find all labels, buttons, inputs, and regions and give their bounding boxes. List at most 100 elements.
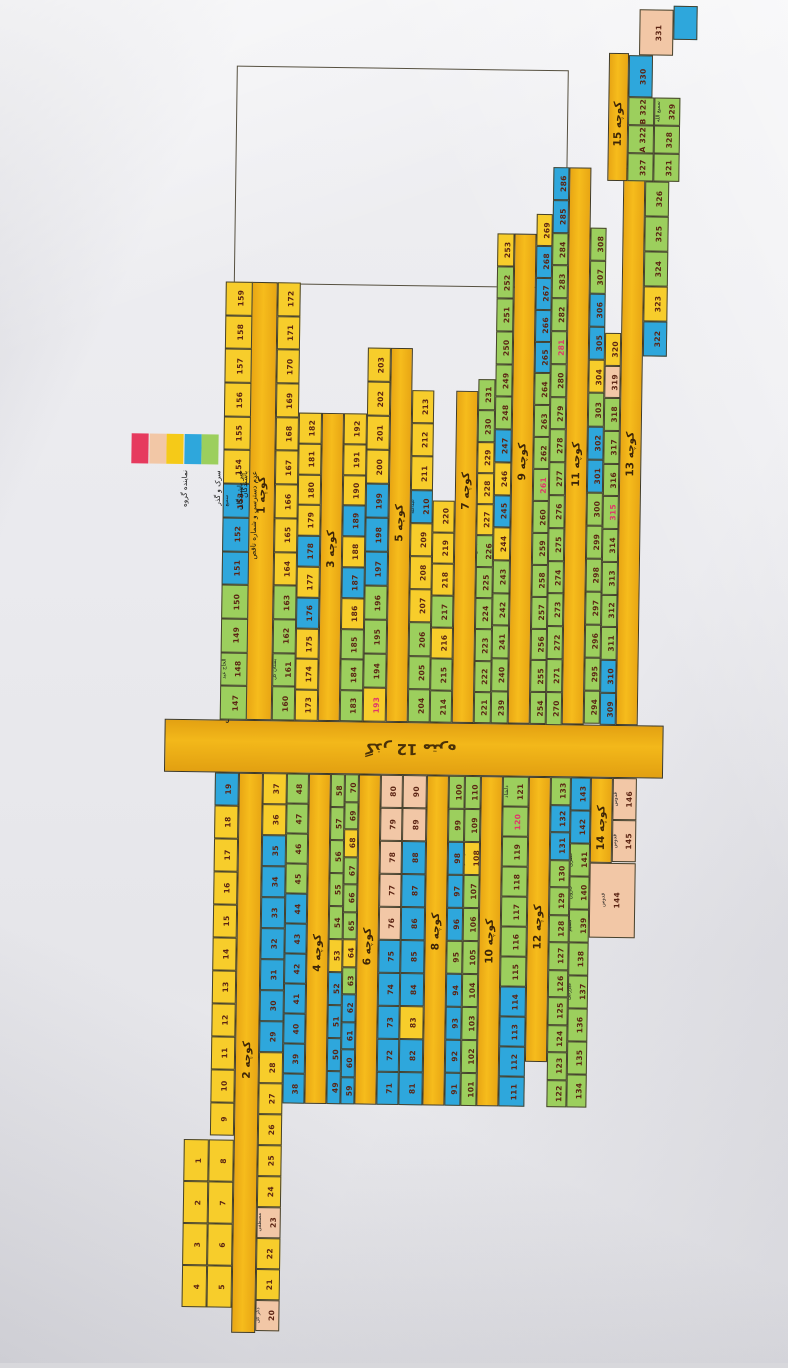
plot-cell-text: 199 bbox=[369, 492, 386, 509]
plot-cell: 134 bbox=[566, 1074, 587, 1108]
plot-cell-text: 101 bbox=[460, 1081, 476, 1098]
plot-cell-text: 93 bbox=[445, 1018, 461, 1029]
plot-cell-text: 325 bbox=[648, 226, 665, 243]
plot-cell: 222 bbox=[474, 660, 492, 693]
plot-cell-text: 8 bbox=[213, 1158, 230, 1164]
plot-cell-text: 51 bbox=[327, 1016, 341, 1027]
plot-owner-name: قدوس bbox=[612, 791, 619, 807]
plot-number: 23 bbox=[268, 1217, 279, 1229]
plot-cell-text: 193 bbox=[366, 696, 383, 713]
plot-cell-text: 55 bbox=[329, 884, 343, 895]
plot-cell-text: 117 bbox=[506, 903, 523, 920]
plot-cell-text: 285 bbox=[553, 208, 569, 225]
plot-number: 39 bbox=[291, 1052, 301, 1065]
plot-cell-text: ذکر ګل 20 bbox=[255, 1308, 278, 1324]
plot-cell: 62 bbox=[341, 994, 356, 1022]
plot-cell-text: 300 bbox=[586, 501, 602, 518]
plot-cell: 181 bbox=[298, 443, 322, 475]
plot-cell: 135 bbox=[566, 1041, 588, 1075]
plot-cell-text: 279 bbox=[550, 405, 566, 422]
plot-cell: 55 bbox=[329, 873, 344, 907]
plot-cell: 194 bbox=[363, 653, 387, 688]
plot-cell: 303 bbox=[587, 393, 605, 427]
plot-number: 268 bbox=[541, 253, 551, 271]
plot-cell-text: 258 bbox=[531, 572, 547, 589]
plot-cell-text: 126 bbox=[550, 975, 567, 992]
plot-cell-text: 27 bbox=[262, 1093, 279, 1104]
plot-number: 254 bbox=[535, 699, 545, 717]
plot-number: 150 bbox=[232, 593, 242, 611]
main-road-label: گذر 12 متره bbox=[364, 739, 456, 759]
plot-number: 47 bbox=[294, 813, 305, 825]
plot-cell-text: 245 bbox=[494, 503, 511, 520]
plot-cell: 72 bbox=[376, 1038, 400, 1073]
plot-number: 320 bbox=[610, 340, 620, 358]
plot-cell: 199 bbox=[365, 483, 390, 518]
plot-cell-text: 218 bbox=[434, 571, 451, 588]
plot-number: 160 bbox=[280, 695, 291, 712]
street-label-kucha-2: کوچه 2 bbox=[240, 1041, 254, 1079]
plot-cell: 207 bbox=[409, 589, 432, 623]
plot-number: 303 bbox=[593, 401, 603, 419]
plot-cell-text: 282 bbox=[551, 306, 567, 323]
plot-number: 195 bbox=[372, 628, 383, 646]
plot-cell-text: 308 bbox=[590, 236, 606, 253]
plot-cell-text: 309 bbox=[600, 700, 616, 717]
plot-cell: 176 bbox=[295, 597, 320, 629]
plot-number: 328 bbox=[664, 131, 674, 149]
plot-number: 89 bbox=[411, 819, 421, 831]
plot-cell: 316 bbox=[602, 463, 620, 497]
plot-cell-text: 125 bbox=[549, 1003, 566, 1020]
plot-cell: 312 bbox=[601, 594, 618, 628]
plot-number: 258 bbox=[537, 572, 547, 590]
plot-cell-text: 177 bbox=[300, 574, 317, 591]
plot-cell-text: 155 bbox=[229, 425, 246, 442]
plot-number: 179 bbox=[306, 512, 316, 529]
plot-cell: 116 bbox=[500, 926, 527, 957]
plot-cell-text: 176 bbox=[299, 604, 316, 622]
plot-owner-name: قدوس bbox=[611, 833, 619, 849]
plot-cell-text: 201 bbox=[370, 424, 387, 441]
plot-number: 152 bbox=[233, 526, 243, 543]
plot-cell: 75 bbox=[378, 939, 401, 974]
plot-cell-text: 110 bbox=[464, 784, 480, 801]
plot-number: 180 bbox=[306, 481, 317, 499]
plot-cell: 281 bbox=[550, 331, 568, 365]
plot-cell-text: 17 bbox=[217, 849, 234, 861]
plot-cell-text: 9 bbox=[214, 1116, 231, 1122]
plot-number: 172 bbox=[286, 290, 296, 308]
plot-cell-text: 263 bbox=[534, 413, 550, 430]
plot-cell-text: 104 bbox=[462, 982, 478, 999]
plot-cell: 91 bbox=[444, 1072, 461, 1106]
plot-number: 330 bbox=[638, 67, 648, 85]
plot-cell: 113 bbox=[499, 1016, 526, 1047]
plot-cell-text: 267 bbox=[535, 285, 551, 302]
plot-cell-text: 80 bbox=[383, 786, 400, 797]
plot-cell: 143 bbox=[570, 777, 591, 811]
plot-cell-text: 33 bbox=[265, 907, 282, 918]
plot-cell-text: 92 bbox=[445, 1051, 461, 1062]
plot-number: 156 bbox=[235, 391, 245, 408]
plot-number: 122 bbox=[554, 1085, 564, 1102]
plot-number: 134 bbox=[574, 1082, 584, 1100]
plot-number: 181 bbox=[307, 450, 317, 468]
legend-label: نماینده گروه bbox=[179, 469, 190, 507]
plot-cell: 167 bbox=[274, 450, 299, 485]
plot-number: 93 bbox=[451, 1017, 461, 1029]
plot-cell-text: 272 bbox=[547, 634, 563, 651]
plot-cell: 300 bbox=[586, 492, 603, 526]
plot-number: 136 bbox=[574, 1016, 585, 1034]
plot-number: 170 bbox=[285, 358, 295, 375]
plot-number: 228 bbox=[482, 480, 493, 498]
plot-cell: 195 bbox=[363, 619, 388, 654]
plot-cell-text: قدوس 145 bbox=[611, 833, 635, 850]
plot-cell: 200 bbox=[366, 449, 390, 484]
plot-cell-text: 326 bbox=[649, 191, 666, 208]
plot-number: 219 bbox=[440, 539, 450, 557]
plot-cell: میرزایی 137 bbox=[567, 975, 589, 1009]
plot-number: 133 bbox=[558, 782, 568, 800]
plot-cell-text: 251 bbox=[496, 307, 513, 324]
plot-number: 34 bbox=[270, 876, 281, 888]
plot-number: 261 bbox=[538, 476, 548, 494]
